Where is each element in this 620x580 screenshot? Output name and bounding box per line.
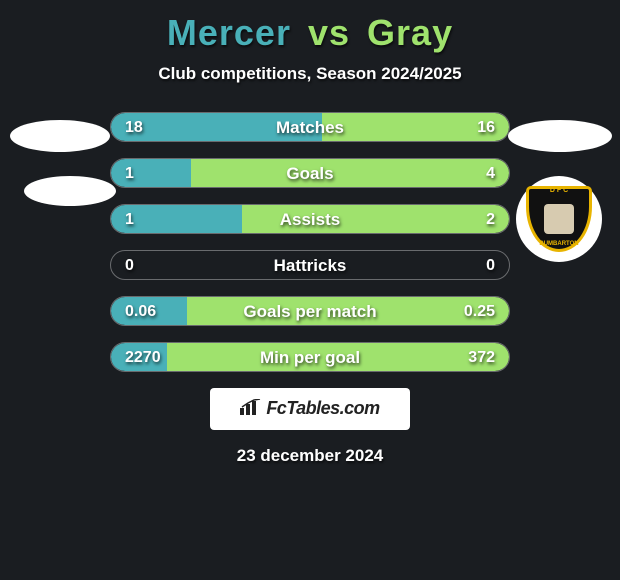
player1-badge-top <box>10 120 110 152</box>
stat-row: 12Assists <box>110 204 510 234</box>
subtitle: Club competitions, Season 2024/2025 <box>0 64 620 84</box>
stat-label: Min per goal <box>111 343 509 372</box>
crest-top-text: D F C <box>529 187 589 194</box>
player2-club-crest: D F C DUMBARTON <box>516 176 602 262</box>
stat-row: 14Goals <box>110 158 510 188</box>
player1-name: Mercer <box>167 12 291 53</box>
stats-container: 1816Matches 14Goals 12Assists 00Hattricks 0.… <box>110 112 510 372</box>
stat-label: Assists <box>111 205 509 234</box>
stat-label: Hattricks <box>111 251 509 280</box>
logo-text: FcTables.com <box>266 398 379 418</box>
logo-bars-icon <box>240 399 262 420</box>
footer-date: 23 december 2024 <box>0 446 620 466</box>
stat-row: 1816Matches <box>110 112 510 142</box>
crest-bottom-text: DUMBARTON <box>529 241 589 247</box>
vs-text: vs <box>308 12 350 53</box>
player1-badge-bottom <box>24 176 116 206</box>
comparison-title: Mercer vs Gray <box>0 0 620 54</box>
stat-row: 0.060.25Goals per match <box>110 296 510 326</box>
stat-label: Matches <box>111 113 509 142</box>
player2-name: Gray <box>367 12 453 53</box>
stat-label: Goals <box>111 159 509 188</box>
crest-shield: D F C DUMBARTON <box>526 186 592 252</box>
player2-badge-top <box>508 120 612 152</box>
crest-elephant-icon <box>544 204 574 234</box>
stat-row: 2270372Min per goal <box>110 342 510 372</box>
stat-label: Goals per match <box>111 297 509 326</box>
stat-row: 00Hattricks <box>110 250 510 280</box>
fctables-logo: FcTables.com <box>210 388 410 430</box>
